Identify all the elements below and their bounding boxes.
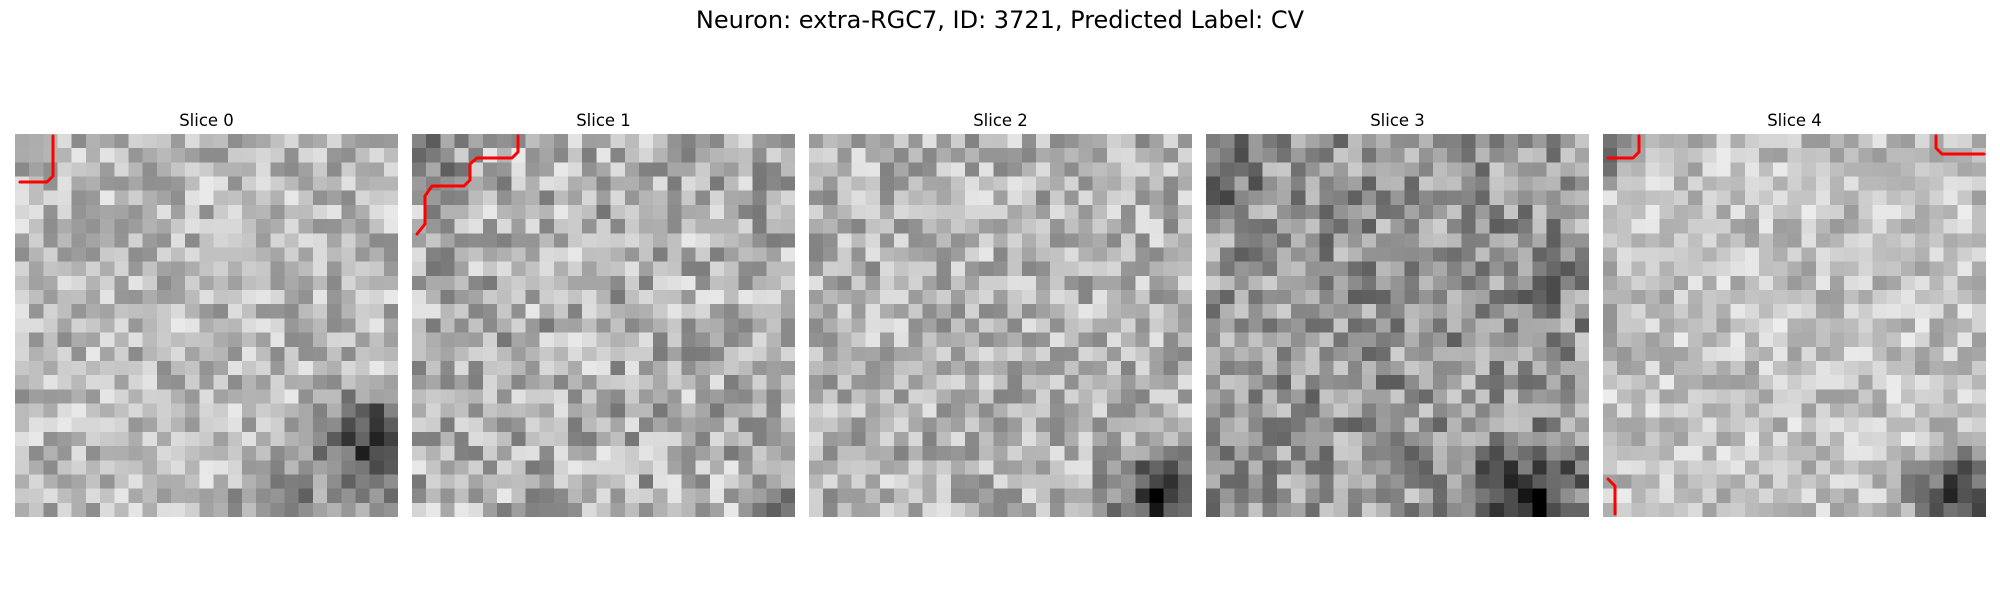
slice-title: Slice 1 (576, 111, 631, 130)
slice-noise-image (15, 134, 398, 517)
red-trace-line (1934, 134, 1986, 156)
slice-noise-image (809, 134, 1192, 517)
red-trace-line (18, 134, 55, 184)
red-trace-line (415, 134, 520, 236)
slice-title: Slice 0 (179, 111, 234, 130)
red-trace-line (1606, 477, 1617, 516)
slice-title: Slice 2 (973, 111, 1028, 130)
slice-title: Slice 3 (1370, 111, 1425, 130)
red-trace-line (1606, 134, 1641, 160)
slice-image (1206, 134, 1589, 517)
slice-noise-image (1206, 134, 1589, 517)
slice-image (809, 134, 1192, 517)
slice-panel-3: Slice 3 (1206, 110, 1589, 517)
figure-title: Neuron: extra-RGC7, ID: 3721, Predicted … (695, 6, 1305, 34)
slice-image (15, 134, 398, 517)
slice-image (412, 134, 795, 517)
slice-panel-4: Slice 4 (1603, 110, 1986, 517)
slice-panel-0: Slice 0 (15, 110, 398, 517)
slice-image (1603, 134, 1986, 517)
slice-panel-1: Slice 1 (412, 110, 795, 517)
slice-noise-image (412, 134, 795, 517)
slice-panel-2: Slice 2 (809, 110, 1192, 517)
slice-noise-image (1603, 134, 1986, 517)
slice-title: Slice 4 (1767, 111, 1822, 130)
